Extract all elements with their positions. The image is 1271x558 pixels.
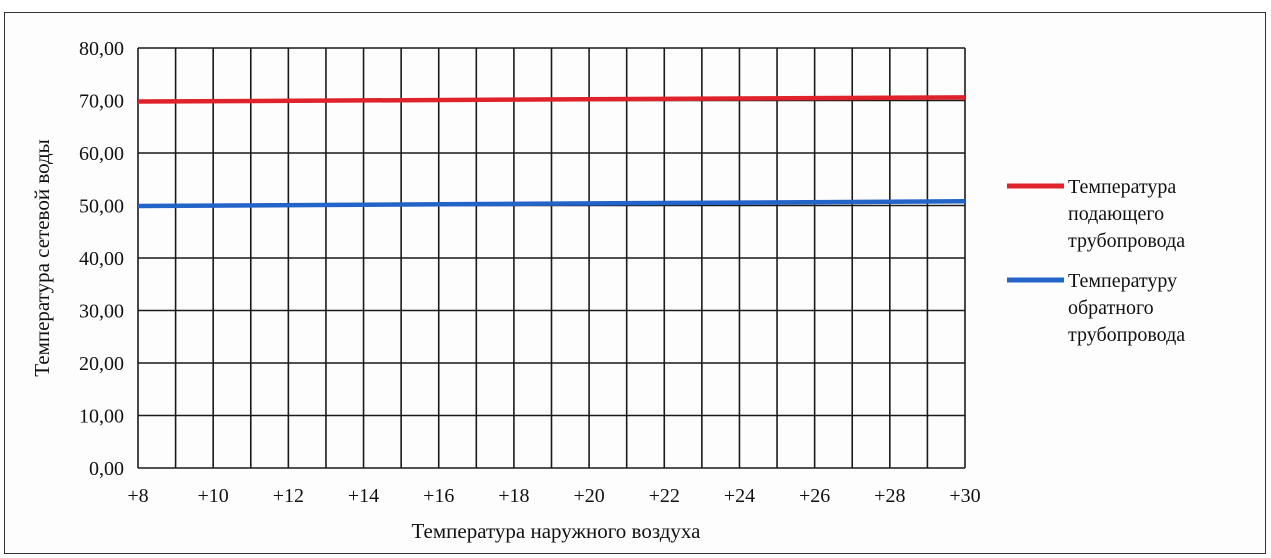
grid <box>137 47 966 469</box>
x-tick-label: +8 <box>127 485 148 507</box>
x-axis-ticks: +8 +10 +12 +14 +16 +18 +20 +22 +24 +26 +28 +30 <box>127 485 980 507</box>
x-tick-label: +18 <box>498 485 529 507</box>
y-tick-label: 80,00 <box>79 38 124 60</box>
x-tick-label: +10 <box>198 485 229 507</box>
y-tick-label: 50,00 <box>79 196 124 218</box>
y-tick-label: 10,00 <box>79 406 124 428</box>
series-layer <box>137 95 966 209</box>
legend-label-1: Температура подающего трубопровода <box>1068 176 1185 252</box>
x-axis-title: Температура наружного воздуха <box>412 519 702 543</box>
y-tick-label: 20,00 <box>79 353 124 375</box>
y-tick-label: 30,00 <box>79 301 124 323</box>
legend: Температура подающего трубопровода Температ… <box>1007 176 1185 346</box>
x-tick-label: +16 <box>423 485 454 507</box>
y-axis-title: Температура сетевой воды <box>30 139 54 377</box>
x-tick-label: +14 <box>348 485 379 507</box>
y-tick-label: 0,00 <box>89 458 124 480</box>
x-tick-label: +30 <box>949 485 980 507</box>
y-axis-ticks: 0,00 10,00 20,00 30,00 40,00 50,00 60,00 70,00 8… <box>79 38 124 480</box>
series-line-2 <box>137 199 966 209</box>
y-tick-label: 60,00 <box>79 143 124 165</box>
x-tick-label: +28 <box>874 485 905 507</box>
x-tick-label: +12 <box>273 485 304 507</box>
legend-label-2: Температуру обратного трубопровода <box>1068 270 1185 346</box>
x-tick-label: +22 <box>649 485 680 507</box>
x-tick-label: +20 <box>573 485 604 507</box>
y-tick-label: 40,00 <box>79 248 124 270</box>
series-line-1 <box>137 95 966 104</box>
x-tick-label: +24 <box>724 485 755 507</box>
y-tick-label: 70,00 <box>79 91 124 113</box>
x-tick-label: +26 <box>799 485 830 507</box>
